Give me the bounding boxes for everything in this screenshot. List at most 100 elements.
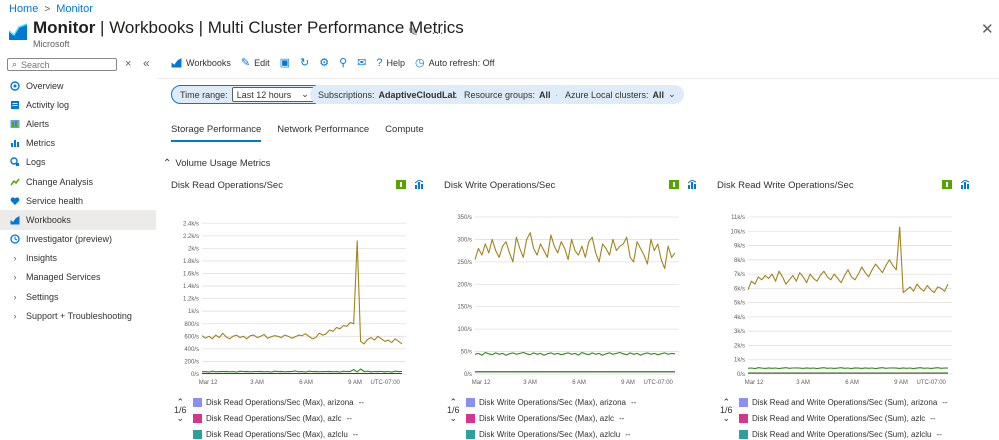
y-tick-label: 800/s bbox=[184, 322, 199, 328]
x-tick-label: 6 AM bbox=[572, 380, 586, 386]
chevron-up-icon[interactable]: ⌃ bbox=[722, 397, 731, 407]
legend-item[interactable]: Disk Read and Write Operations/Sec (Sum)… bbox=[739, 426, 948, 440]
chevron-down-icon[interactable]: ⌄ bbox=[722, 413, 731, 423]
y-tick-label: 2k/s bbox=[734, 343, 745, 349]
open-metrics-icon[interactable] bbox=[415, 180, 425, 189]
sidebar-item-logs[interactable]: Logs bbox=[0, 153, 156, 172]
toolbar: Workbooks ✎ Edit ▣ ↻ ⚙ ⚲ ✉ ? Help ◷ Auto… bbox=[171, 56, 505, 69]
y-tick-label: 0/s bbox=[464, 372, 472, 378]
chevron-up-icon[interactable]: ⌃ bbox=[449, 397, 458, 407]
y-tick-label: 0/s bbox=[737, 372, 745, 378]
help-button[interactable]: ? Help bbox=[376, 56, 406, 69]
clusters-filter[interactable]: Azure Local clusters: All ⌄ bbox=[557, 85, 684, 104]
tab-list: Storage Performance Network Performance … bbox=[171, 124, 424, 142]
legend-pager: ⌃ 1/6 ⌄ bbox=[720, 397, 733, 423]
open-metrics-icon[interactable] bbox=[961, 180, 971, 189]
sidebar-item-managed-services[interactable]: › Managed Services bbox=[0, 268, 156, 287]
y-tick-label: 11k/s bbox=[731, 215, 745, 221]
panel-title: Disk Read Write Operations/Sec bbox=[717, 180, 854, 191]
y-tick-label: 1.2k/s bbox=[183, 297, 199, 303]
y-tick-label: 10k/s bbox=[731, 229, 745, 235]
open-logs-icon[interactable] bbox=[396, 180, 406, 189]
y-tick-label: 3k/s bbox=[734, 329, 745, 335]
pin-icon: ⚲ bbox=[339, 57, 348, 69]
legend-item[interactable]: Disk Write Operations/Sec (Max), azlc -- bbox=[466, 410, 636, 426]
service-health-icon bbox=[10, 197, 20, 205]
pin-icon[interactable]: ✎ bbox=[408, 25, 419, 39]
legend-item[interactable]: Disk Read and Write Operations/Sec (Sum)… bbox=[739, 394, 948, 410]
tab-network-performance[interactable]: Network Performance bbox=[277, 124, 370, 135]
legend-item[interactable]: Disk Write Operations/Sec (Max), azlclu -… bbox=[466, 426, 636, 440]
section-header[interactable]: ⌃ Volume Usage Metrics bbox=[163, 158, 271, 169]
time-range-dropdown[interactable]: Last 12 hours ⌄ bbox=[231, 87, 314, 102]
sidebar-item-activity-log[interactable]: Activity log bbox=[0, 95, 156, 114]
chart-disk-read-write: 0/s 1k/s 2k/s 3k/s 4k/s 5k/s 6k/s 7k/s 8k/s 9k/s 1… bbox=[731, 215, 952, 386]
legend-item[interactable]: Disk Read Operations/Sec (Max), azlc -- bbox=[193, 410, 364, 426]
legend-item[interactable]: Disk Write Operations/Sec (Max), arizona… bbox=[466, 394, 636, 410]
subscriptions-filter[interactable]: Subscriptions: AdaptiveCloudLab ⌄ bbox=[310, 85, 478, 104]
search-input[interactable] bbox=[21, 59, 112, 70]
save-button[interactable]: ▣ bbox=[280, 56, 290, 69]
x-tick-label: 6 AM bbox=[299, 380, 313, 386]
tab-compute[interactable]: Compute bbox=[385, 124, 424, 135]
sidebar-item-investigator[interactable]: Investigator (preview) bbox=[0, 230, 156, 249]
chevron-down-icon[interactable]: ⌄ bbox=[176, 413, 185, 423]
search-box[interactable]: ⌕ bbox=[7, 58, 117, 71]
settings-button[interactable]: ⚙ bbox=[319, 56, 329, 69]
collapse-sidebar-icon[interactable]: « bbox=[143, 56, 150, 70]
time-range-filter[interactable]: Time range: Last 12 hours ⌄ bbox=[171, 85, 323, 104]
y-tick-label: 150/s bbox=[457, 305, 472, 311]
search-icon: ⌕ bbox=[12, 59, 18, 69]
workbooks-toolbar-button[interactable]: Workbooks bbox=[171, 57, 231, 68]
x-tick-label: 3 AM bbox=[796, 380, 810, 386]
y-tick-label: 200/s bbox=[184, 359, 199, 365]
feedback-button[interactable]: ✉ bbox=[357, 56, 366, 69]
pin-button[interactable]: ⚲ bbox=[339, 56, 347, 69]
breadcrumb-home[interactable]: Home bbox=[9, 3, 39, 15]
open-logs-icon[interactable] bbox=[669, 180, 679, 189]
sidebar-item-alerts[interactable]: Alerts bbox=[0, 114, 156, 133]
legend-swatch bbox=[193, 429, 202, 439]
y-tick-label: 1.4k/s bbox=[183, 284, 199, 290]
auto-refresh-button[interactable]: ◷ Auto refresh: Off bbox=[415, 57, 495, 69]
save-icon: ▣ bbox=[279, 57, 290, 69]
resource-groups-filter[interactable]: Resource groups: All ⌄ bbox=[456, 85, 571, 104]
y-tick-label: 300/s bbox=[457, 237, 472, 243]
sidebar-item-settings[interactable]: › Settings bbox=[0, 287, 156, 306]
y-tick-label: 400/s bbox=[184, 347, 199, 353]
refresh-button[interactable]: ↻ bbox=[300, 56, 309, 69]
sidebar-item-workbooks[interactable]: Workbooks bbox=[0, 210, 156, 230]
overview-icon bbox=[10, 80, 20, 91]
open-logs-icon[interactable] bbox=[942, 180, 952, 189]
y-tick-label: 250/s bbox=[457, 260, 472, 266]
chevron-down-icon[interactable]: ⌄ bbox=[449, 413, 458, 423]
chevron-up-icon[interactable]: ⌃ bbox=[176, 397, 185, 407]
legend-item[interactable]: Disk Read Operations/Sec (Max), arizona -… bbox=[193, 394, 364, 410]
legend-item[interactable]: Disk Read and Write Operations/Sec (Sum)… bbox=[739, 410, 948, 426]
legend-swatch bbox=[739, 397, 748, 407]
sidebar-item-insights[interactable]: › Insights bbox=[0, 249, 156, 268]
gear-icon: ⚙ bbox=[319, 57, 330, 69]
breadcrumb: Home > Monitor bbox=[9, 3, 93, 15]
open-metrics-icon[interactable] bbox=[688, 180, 698, 189]
breadcrumb-monitor[interactable]: Monitor bbox=[56, 3, 93, 15]
chevron-up-icon: ⌃ bbox=[163, 158, 172, 169]
y-tick-label: 350/s bbox=[457, 215, 472, 221]
y-tick-label: 6k/s bbox=[734, 286, 745, 292]
x-tick-label: 3 AM bbox=[250, 380, 264, 386]
chevron-right-icon: › bbox=[13, 253, 17, 264]
more-icon[interactable]: … bbox=[431, 22, 445, 37]
tab-storage-performance[interactable]: Storage Performance bbox=[171, 124, 262, 142]
clear-search-icon[interactable]: × bbox=[125, 58, 132, 70]
legend-pager: ⌃ 1/6 ⌄ bbox=[447, 397, 460, 423]
close-icon[interactable]: ✕ bbox=[981, 21, 994, 38]
sidebar-item-service-health[interactable]: Service health bbox=[0, 191, 156, 210]
sidebar-item-overview[interactable]: Overview bbox=[0, 76, 156, 95]
sidebar-item-change-analysis[interactable]: Change Analysis bbox=[0, 172, 156, 191]
sidebar-item-metrics[interactable]: Metrics bbox=[0, 134, 156, 153]
series-line bbox=[201, 368, 403, 373]
sidebar-item-support[interactable]: › Support + Troubleshooting bbox=[0, 306, 156, 325]
legend-item[interactable]: Disk Read Operations/Sec (Max), azlclu -- bbox=[193, 426, 364, 440]
y-tick-label: 8k/s bbox=[734, 258, 745, 264]
edit-button[interactable]: ✎ Edit bbox=[240, 57, 270, 69]
